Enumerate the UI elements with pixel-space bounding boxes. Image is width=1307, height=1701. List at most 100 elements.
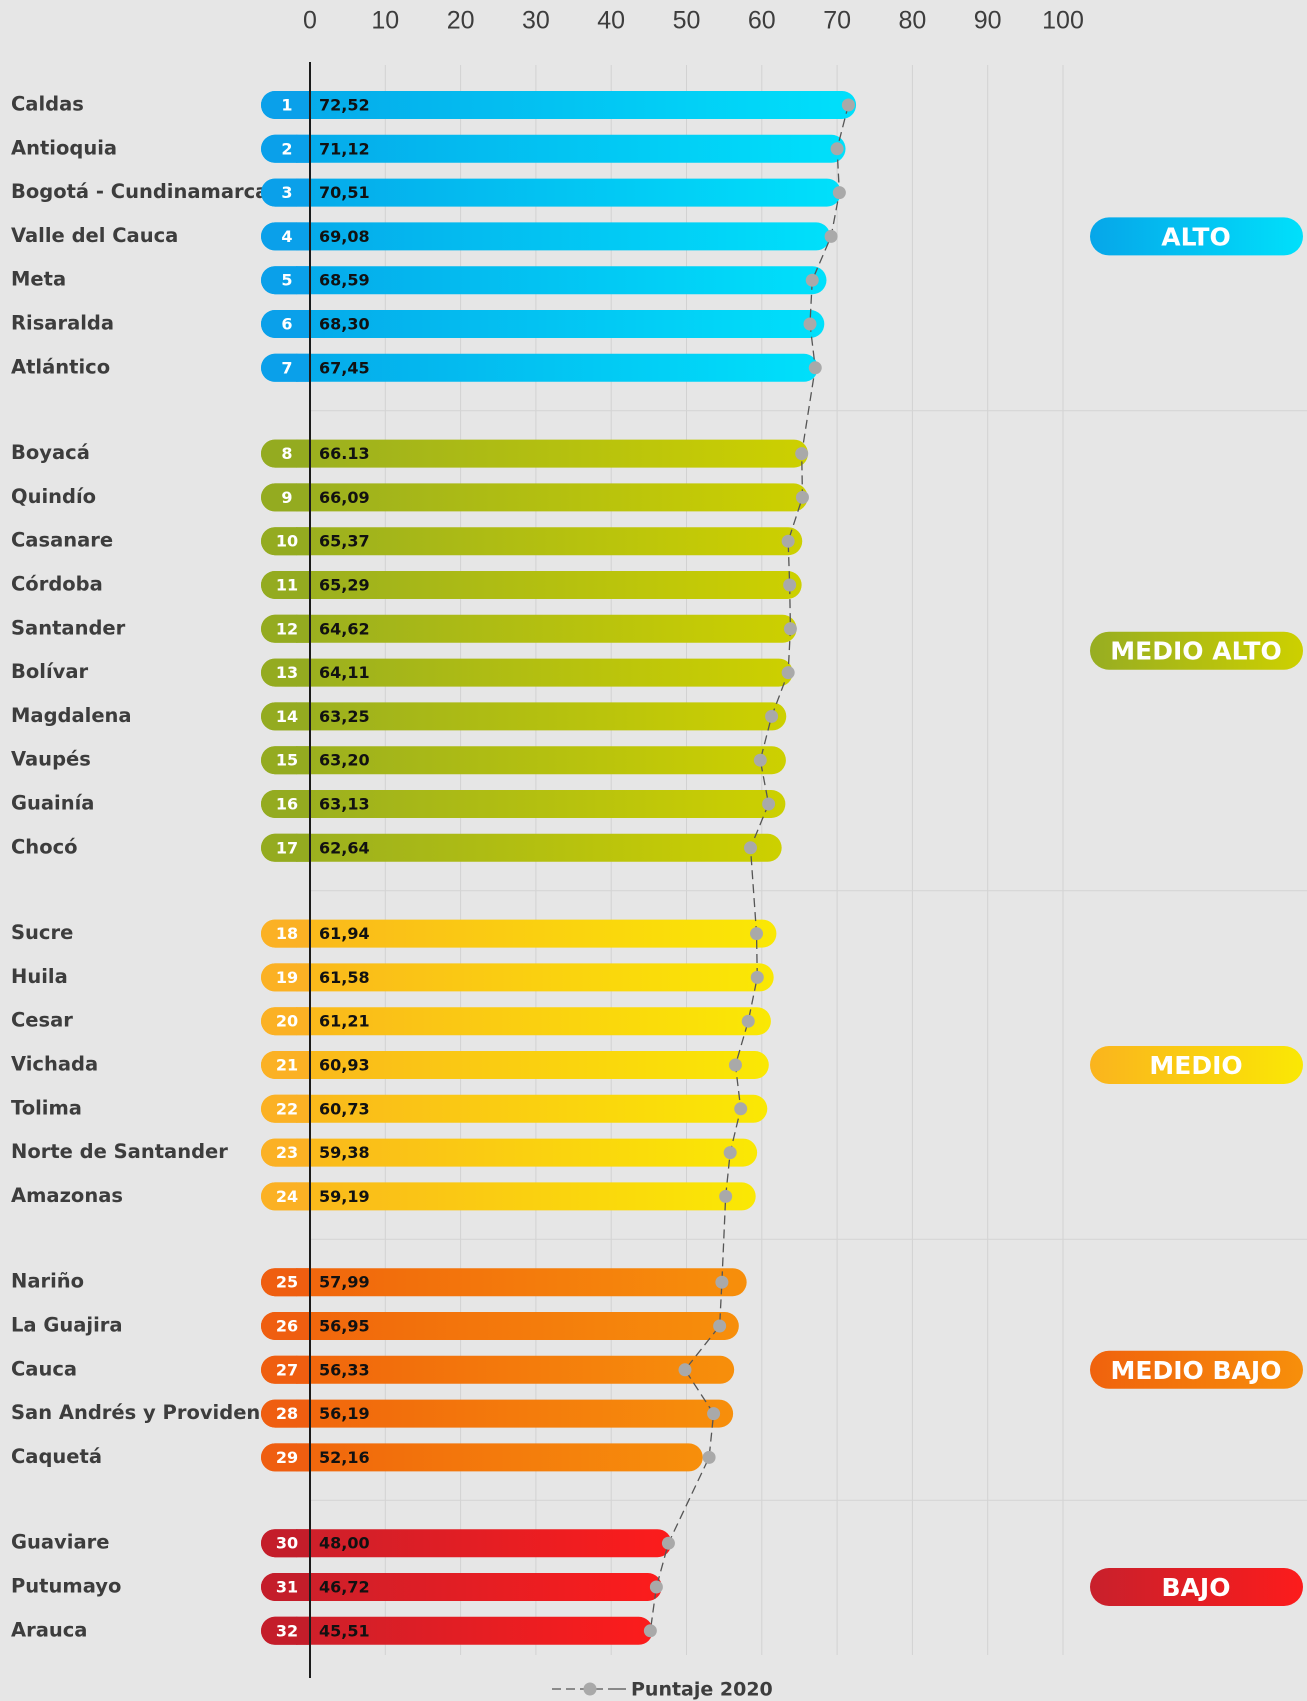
value-label: 52,16 [319, 1448, 370, 1467]
rank-pill-edge [296, 1182, 310, 1211]
category-label: Tolima [11, 1096, 82, 1119]
rank-pill-edge [296, 1094, 310, 1123]
value-label: 59,38 [319, 1143, 370, 1162]
rank-pill-edge [296, 1312, 310, 1340]
rank-label: 25 [276, 1273, 298, 1292]
category-label: Sucre [11, 921, 73, 944]
group-label: ALTO [1161, 222, 1230, 251]
bar [261, 1051, 769, 1079]
rank-pill-edge [296, 1138, 310, 1167]
x-tick-label: 60 [748, 7, 776, 35]
puntaje-2020-point [707, 1407, 721, 1421]
rank-pill-edge [296, 483, 310, 512]
rank-pill-edge [296, 1268, 310, 1297]
puntaje-2020-point [824, 229, 838, 243]
group-badge [1090, 1350, 1303, 1389]
rank-pill-edge [296, 1616, 310, 1645]
puntaje-2020-point [643, 1624, 657, 1638]
bar [261, 790, 786, 818]
x-tick-label: 20 [447, 7, 475, 35]
value-label: 72,52 [319, 96, 370, 115]
puntaje-2020-point [661, 1536, 675, 1550]
value-label: 56,19 [319, 1404, 370, 1423]
puntaje-2020-point [728, 1058, 742, 1072]
rank-label: 22 [276, 1099, 298, 1118]
bar [261, 266, 827, 295]
puntaje-2020-point [783, 622, 797, 636]
puntaje-2020-point [803, 317, 817, 331]
rank-label: 16 [276, 795, 298, 814]
group-label: MEDIO [1149, 1051, 1242, 1080]
value-label: 66,09 [319, 488, 370, 507]
bar [261, 1399, 734, 1428]
x-tick-label: 10 [371, 7, 399, 35]
category-label: Magdalena [11, 704, 132, 727]
category-label: Huila [11, 965, 68, 988]
rank-pill-edge [296, 571, 310, 599]
puntaje-2020-point [781, 666, 795, 680]
bar [261, 1138, 758, 1167]
rank-label: 23 [276, 1143, 298, 1162]
rank-pill-edge [296, 353, 310, 382]
legend-marker [583, 1682, 597, 1696]
rank-label: 6 [281, 315, 292, 334]
group-badge [1090, 217, 1303, 256]
value-label: 56,33 [319, 1360, 370, 1379]
value-label: 64,62 [319, 619, 370, 638]
rank-label: 29 [276, 1448, 298, 1467]
group-label: MEDIO BAJO [1111, 1356, 1282, 1385]
bar [261, 134, 846, 163]
value-label: 69,08 [319, 227, 370, 246]
rank-label: 31 [276, 1578, 298, 1597]
rank-label: 27 [276, 1360, 298, 1379]
category-label: Meta [11, 268, 66, 291]
puntaje-2020-series [643, 98, 855, 1638]
bar [261, 1616, 653, 1645]
bar [261, 833, 782, 862]
value-label: 70,51 [319, 183, 370, 202]
puntaje-2020-point [723, 1146, 737, 1160]
rank-pill-edge [296, 614, 310, 643]
category-label: Bogotá - Cundinamarca [11, 180, 268, 203]
category-label: Putumayo [11, 1575, 121, 1598]
category-label: Antioquia [11, 136, 117, 159]
category-label: Arauca [11, 1618, 87, 1641]
rank-label: 21 [276, 1056, 298, 1075]
x-tick-label: 70 [823, 7, 851, 35]
puntaje-2020-point [762, 797, 776, 811]
value-label: 64,11 [319, 663, 370, 682]
rank-label: 9 [281, 488, 292, 507]
group-label: BAJO [1162, 1573, 1231, 1602]
rank-label: 19 [276, 968, 298, 987]
rank-pill-edge [296, 746, 310, 775]
category-label: Atlántico [11, 355, 110, 378]
category-label: Caquetá [11, 1445, 102, 1468]
group-label: MEDIO ALTO [1110, 637, 1281, 666]
puntaje-2020-point [753, 753, 767, 767]
value-label: 61,58 [319, 968, 370, 987]
puntaje-2020-point [841, 98, 855, 112]
value-label: 67,45 [319, 358, 370, 377]
group-badges: ALTO MEDIO ALTO MEDIO MEDIO BAJO BAJO [1090, 217, 1303, 1606]
rank-pill-edge [296, 266, 310, 295]
puntaje-2020-line [649, 104, 850, 1631]
x-tick-label: 0 [303, 7, 317, 35]
category-label: Casanare [11, 529, 113, 552]
bar [261, 1094, 768, 1123]
rank-label: 24 [276, 1187, 298, 1206]
bar [261, 1529, 672, 1558]
bar [261, 702, 787, 731]
category-label: La Guajira [11, 1314, 123, 1337]
category-label: Boyacá [11, 441, 90, 464]
group-badge [1090, 631, 1303, 670]
x-tick-label: 100 [1042, 7, 1084, 35]
bar [261, 483, 808, 512]
rank-label: 13 [276, 663, 298, 682]
rank-pill-edge [296, 1443, 310, 1472]
puntaje-2020-point [750, 927, 764, 941]
x-tick-label: 40 [597, 7, 625, 35]
rank-pill-edge [296, 1007, 310, 1036]
category-label: Vaupés [11, 748, 91, 771]
value-label: 46,72 [319, 1578, 370, 1597]
